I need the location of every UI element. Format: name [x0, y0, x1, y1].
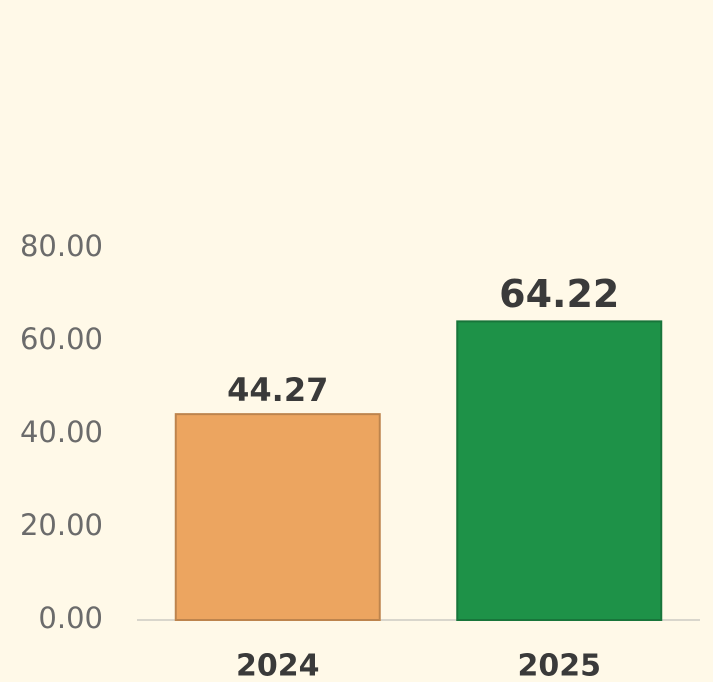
value-label: 44.27 — [227, 371, 328, 409]
bar — [174, 413, 381, 621]
x-tick-label: 2025 — [518, 649, 602, 682]
y-tick-label: 60.00 — [20, 322, 103, 356]
value-label: 64.22 — [499, 272, 619, 316]
y-tick-label: 0.00 — [38, 601, 103, 635]
bar — [456, 320, 663, 621]
x-tick-label: 2024 — [236, 649, 320, 682]
y-tick-label: 40.00 — [20, 415, 103, 449]
y-tick-label: 80.00 — [20, 229, 103, 263]
y-tick-label: 20.00 — [20, 508, 103, 542]
